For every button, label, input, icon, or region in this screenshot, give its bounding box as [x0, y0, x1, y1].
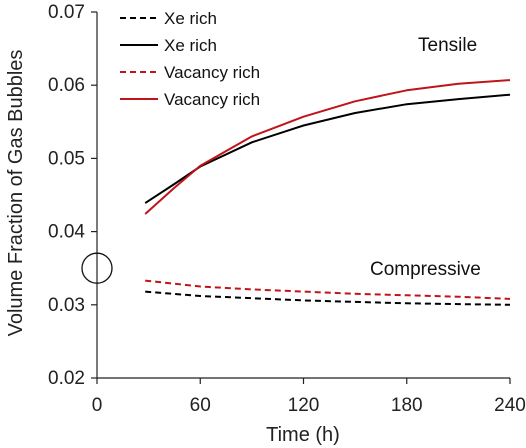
y-tick-label: 0.06 — [48, 75, 85, 96]
series-line-vacancy-rich-compressive — [145, 279, 511, 300]
legend-label: Xe rich — [164, 9, 217, 28]
y-axis-title: Volume Fraction of Gas Bubbles — [5, 50, 27, 337]
x-tick-label: 240 — [494, 395, 526, 416]
legend: Xe rich Xe rich Vacancy rich Vacancy rich — [120, 9, 260, 109]
plot-area: 0.02 0.03 0.04 0.05 0.06 0.07 0 60 120 180 240 — [48, 2, 526, 416]
x-tick-label: 180 — [391, 395, 423, 416]
y-tick-label: 0.07 — [48, 2, 85, 23]
y-tick-label: 0.05 — [48, 148, 85, 169]
y-tick-label: 0.04 — [48, 222, 85, 243]
legend-label: Vacancy rich — [164, 63, 260, 82]
x-tick-label: 120 — [288, 395, 320, 416]
x-tick-label: 60 — [190, 395, 211, 416]
y-tick-label: 0.02 — [48, 368, 85, 389]
annotation-compressive: Compressive — [370, 259, 481, 280]
legend-label: Xe rich — [164, 36, 217, 55]
series-line-xe-rich-compressive — [145, 290, 511, 306]
highlight-circle-marker — [81, 252, 113, 284]
series-line-vacancy-rich-tensile — [144, 79, 511, 215]
x-axis-title: Time (h) — [266, 424, 340, 446]
annotation-tensile: Tensile — [418, 35, 477, 56]
series-line-xe-rich-tensile — [144, 93, 511, 204]
x-tick-label: 0 — [92, 395, 103, 416]
legend-label: Vacancy rich — [164, 90, 260, 109]
y-tick-label: 0.03 — [48, 295, 85, 316]
